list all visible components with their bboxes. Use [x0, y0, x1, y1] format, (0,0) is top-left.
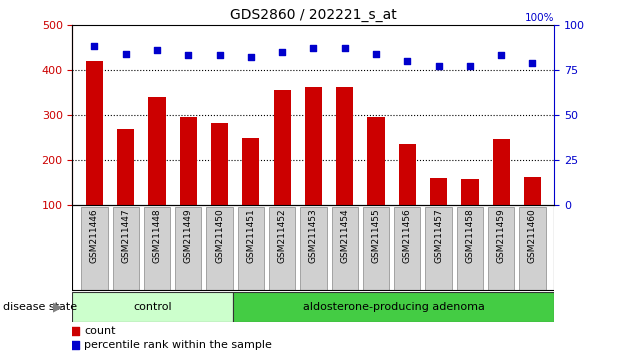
FancyBboxPatch shape — [425, 207, 452, 290]
Bar — [211, 123, 228, 205]
Point — [89, 44, 100, 49]
Bar — [430, 178, 447, 205]
Text: GSM211453: GSM211453 — [309, 208, 318, 263]
FancyBboxPatch shape — [175, 207, 202, 290]
Point — [403, 58, 413, 64]
Point — [183, 53, 193, 58]
Point — [214, 53, 224, 58]
FancyBboxPatch shape — [144, 207, 170, 290]
Text: GSM211454: GSM211454 — [340, 208, 349, 263]
Text: GSM211458: GSM211458 — [466, 208, 474, 263]
Point — [496, 53, 507, 58]
Text: GSM211452: GSM211452 — [278, 208, 287, 263]
Text: GSM211447: GSM211447 — [121, 208, 130, 263]
Text: percentile rank within the sample: percentile rank within the sample — [84, 340, 272, 350]
Point — [152, 47, 162, 53]
FancyBboxPatch shape — [331, 207, 358, 290]
Text: GSM211450: GSM211450 — [215, 208, 224, 263]
Text: GSM211457: GSM211457 — [434, 208, 443, 263]
FancyBboxPatch shape — [488, 207, 514, 290]
Bar — [461, 179, 479, 205]
Text: GSM211449: GSM211449 — [184, 208, 193, 263]
Text: GSM211460: GSM211460 — [528, 208, 537, 263]
Point — [277, 49, 287, 55]
Text: count: count — [84, 326, 116, 336]
FancyBboxPatch shape — [301, 207, 326, 290]
Bar — [180, 117, 197, 205]
Text: GSM211451: GSM211451 — [246, 208, 255, 263]
Bar — [493, 138, 510, 205]
Bar — [524, 177, 541, 205]
Text: GSM211459: GSM211459 — [496, 208, 506, 263]
FancyBboxPatch shape — [81, 207, 108, 290]
Text: aldosterone-producing adenoma: aldosterone-producing adenoma — [303, 302, 484, 312]
Point — [120, 51, 130, 57]
FancyBboxPatch shape — [269, 207, 295, 290]
Bar — [367, 117, 385, 205]
Title: GDS2860 / 202221_s_at: GDS2860 / 202221_s_at — [230, 8, 397, 22]
Text: ▶: ▶ — [54, 301, 63, 314]
Text: GSM211455: GSM211455 — [372, 208, 381, 263]
Point — [371, 51, 381, 57]
Text: 100%: 100% — [525, 13, 554, 23]
Bar — [305, 87, 322, 205]
Text: control: control — [134, 302, 172, 312]
FancyBboxPatch shape — [72, 292, 233, 322]
Bar — [399, 144, 416, 205]
Text: disease state: disease state — [3, 302, 77, 312]
FancyBboxPatch shape — [113, 207, 139, 290]
FancyBboxPatch shape — [238, 207, 264, 290]
Bar — [273, 90, 290, 205]
Bar — [117, 129, 134, 205]
FancyBboxPatch shape — [394, 207, 420, 290]
Bar — [242, 138, 260, 205]
FancyBboxPatch shape — [207, 207, 232, 290]
Point — [330, 153, 340, 159]
Point — [340, 45, 350, 51]
FancyBboxPatch shape — [457, 207, 483, 290]
Bar — [336, 87, 353, 205]
Text: GSM211448: GSM211448 — [152, 208, 161, 263]
Text: GSM211456: GSM211456 — [403, 208, 412, 263]
Point — [465, 63, 475, 69]
Point — [527, 60, 537, 65]
Bar — [86, 61, 103, 205]
FancyBboxPatch shape — [233, 292, 554, 322]
Point — [433, 63, 444, 69]
Bar — [148, 97, 166, 205]
FancyBboxPatch shape — [519, 207, 546, 290]
Point — [330, 286, 340, 292]
Point — [246, 55, 256, 60]
Point — [309, 45, 318, 51]
FancyBboxPatch shape — [363, 207, 389, 290]
Text: GSM211446: GSM211446 — [90, 208, 99, 263]
